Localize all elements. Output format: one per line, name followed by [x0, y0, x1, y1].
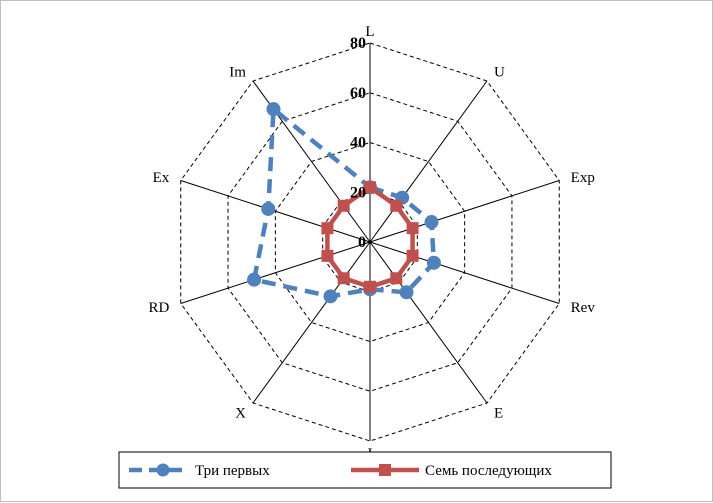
series-1-point-E — [390, 272, 403, 285]
series-1-point-Ex — [321, 222, 334, 235]
series-1-point-U — [390, 199, 403, 212]
grid-layer — [180, 42, 560, 442]
tick-label-40: 40 — [350, 135, 366, 152]
legend-label-1: Семь последующих — [425, 463, 552, 479]
tick-label-0: 0 — [358, 234, 366, 251]
series-1-point-Im — [337, 199, 350, 212]
legend-label-0: Три первых — [195, 463, 270, 479]
tick-label-80: 80 — [350, 35, 366, 52]
series-1-point-X — [337, 272, 350, 285]
legend-swatch-marker-1 — [379, 464, 391, 476]
axis-spoke-Ex — [180, 180, 371, 243]
axis-label-Rev: Rev — [571, 300, 596, 316]
axis-spoke-U — [369, 80, 488, 243]
series-layer — [247, 102, 441, 304]
axis-spoke-X — [252, 241, 371, 404]
axis-spoke-Exp — [369, 180, 560, 243]
tick-label-20: 20 — [350, 184, 366, 201]
series-0-point-X — [323, 289, 338, 304]
series-0-point-E — [399, 285, 414, 300]
series-1-point-Rev — [406, 249, 419, 262]
axis-spoke-RD — [180, 241, 371, 304]
axis-label-E: E — [494, 406, 503, 422]
series-1-point-Exp — [406, 222, 419, 235]
series-0-point-Rev — [426, 255, 441, 270]
series-0-point-Ex — [261, 201, 276, 216]
tick-label-60: 60 — [350, 85, 366, 102]
axis-spoke-Rev — [369, 241, 560, 304]
axis-label-L: L — [365, 24, 374, 40]
series-1-point-L — [364, 181, 376, 194]
series-0-point-Im — [266, 102, 281, 117]
series-1-point-RD — [321, 249, 334, 262]
axis-label-Im: Im — [229, 64, 246, 80]
series-0-point-RD — [247, 272, 262, 287]
axis-label-U: U — [494, 64, 505, 80]
axis-label-RD: RD — [148, 300, 169, 316]
series-1-point-I — [364, 280, 376, 293]
grid-ring-40 — [274, 141, 466, 343]
axis-label-X: X — [235, 406, 246, 422]
legend-swatch-marker-0 — [156, 463, 170, 477]
legend: Три первых Семь последующих — [118, 451, 612, 489]
axis-spoke-E — [369, 241, 488, 404]
series-0-point-Exp — [424, 215, 439, 230]
axis-label-Exp: Exp — [571, 170, 595, 186]
grid-ring-80 — [180, 42, 560, 442]
grid-ring-20 — [322, 191, 418, 293]
axis-label-Ex: Ex — [153, 170, 170, 186]
